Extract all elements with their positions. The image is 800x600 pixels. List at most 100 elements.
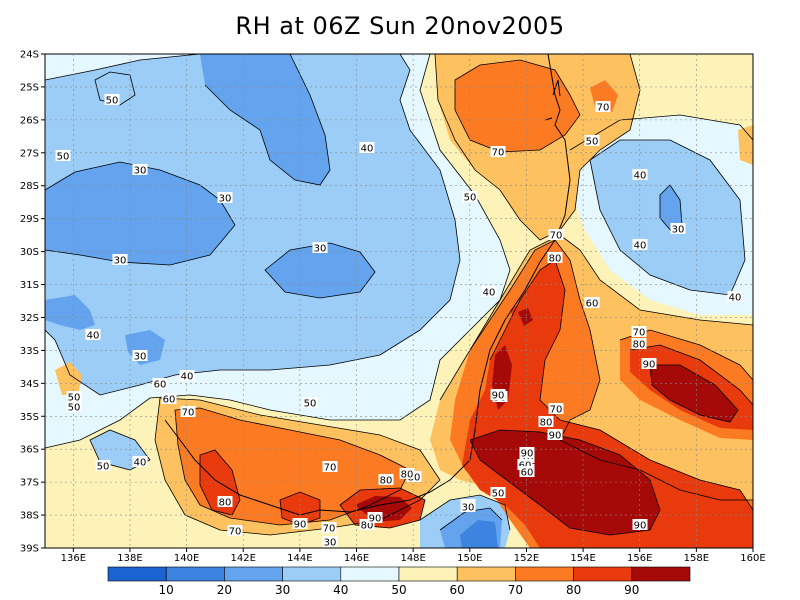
contour-label-bg — [548, 403, 564, 414]
fill-90-center — [470, 430, 660, 535]
contour-label-bg — [66, 391, 82, 402]
contour-label-bg — [490, 487, 506, 498]
contour-label: 50 — [106, 96, 119, 107]
lat-tick-label: 39S — [20, 544, 39, 555]
contour-label: 30 — [462, 503, 475, 514]
colorbar-tick-label: 90 — [624, 583, 639, 597]
lat-tick-label: 28S — [20, 181, 39, 192]
contour-label-bg — [462, 191, 478, 202]
contour-label: 90 — [634, 521, 647, 532]
contour-label: 50 — [68, 403, 81, 414]
contour-label-bg — [292, 518, 308, 529]
contour-label-bg — [632, 169, 648, 180]
contour-label: 40 — [87, 331, 100, 342]
lat-tick-label: 30S — [20, 247, 39, 258]
colorbar-tick-label: 60 — [450, 583, 465, 597]
contour-label: 90 — [294, 520, 307, 531]
contour-label-bg — [312, 242, 328, 253]
colorbar-swatch — [165, 566, 225, 582]
fill-70-80-north — [455, 60, 580, 152]
lon-tick-label: 148E — [400, 553, 425, 564]
colorbar-tick-label: 30 — [275, 583, 290, 597]
contour-label-bg — [632, 519, 648, 530]
contour-label-bg — [217, 192, 233, 203]
lat-tick-label: 34S — [20, 379, 39, 390]
colorbar: 10 20 30 40 50 60 70 80 90 — [107, 566, 691, 597]
lon-tick-label: 152E — [514, 553, 539, 564]
lon-tick-label: 150E — [457, 553, 482, 564]
colorbar-tick-label: 80 — [566, 583, 581, 597]
colorbar-swatch — [282, 566, 342, 582]
contour-label: 60 — [521, 468, 534, 479]
contour-label-bg — [519, 447, 535, 458]
contour-label: 40 — [634, 171, 647, 182]
contour-label: 80 — [219, 498, 232, 509]
contour-label: 90 — [549, 431, 562, 442]
colorbar-swatch — [573, 566, 633, 582]
colorbar-tick-label: 40 — [333, 583, 348, 597]
lon-tick-label: 160E — [740, 553, 765, 564]
contour-lines — [45, 54, 753, 536]
contour-label: 50 — [304, 399, 317, 410]
contour-label-bg — [104, 94, 120, 105]
contour-label-bg — [95, 460, 111, 471]
contour-labels: 5050303040303040304050506070605040508070… — [55, 94, 743, 549]
colorbar-swatch — [631, 566, 691, 582]
contour-label: 40 — [361, 144, 374, 155]
contour-label-bg — [112, 254, 128, 265]
contour-label-bg — [161, 393, 177, 404]
contour-label: 90 — [369, 514, 382, 525]
contour-label-bg — [359, 142, 375, 153]
contour-label: 40 — [483, 288, 496, 299]
contour-label-bg — [85, 329, 101, 340]
contour-label-bg — [727, 291, 743, 302]
contour-label-bg — [322, 461, 338, 472]
contour-label: 70 — [182, 408, 195, 419]
contour-label-bg — [367, 512, 383, 523]
contour-label-bg — [490, 389, 506, 400]
contour-label: 40 — [181, 372, 194, 383]
contour-label-bg — [399, 468, 415, 479]
lon-tick-label: 136E — [61, 553, 86, 564]
contour-label: 70 — [550, 231, 563, 242]
contour-label-bg — [547, 252, 563, 263]
contour-label: 80 — [540, 418, 553, 429]
contour-label: 60 — [154, 380, 167, 391]
lon-tick-label: 138E — [117, 553, 142, 564]
contour-label: 70 — [324, 463, 337, 474]
contour-label-bg — [460, 501, 476, 512]
contour-label: 40 — [134, 458, 147, 469]
contour-label-bg — [670, 223, 686, 234]
contour-label: 80 — [549, 254, 562, 265]
contour-label: 30 — [314, 244, 327, 255]
lon-tick-label: 142E — [231, 553, 256, 564]
contour-label-bg — [180, 406, 196, 417]
contour-label: 30 — [114, 256, 127, 267]
contour-label: 80 — [361, 521, 374, 532]
contour-label-bg — [302, 397, 318, 408]
contour-label-bg — [641, 358, 657, 369]
lon-tick-label: 158E — [684, 553, 709, 564]
colorbar-swatch — [515, 566, 574, 582]
contour-label-bg — [322, 536, 338, 547]
fill-20-30-center — [265, 243, 375, 298]
contour-label: 30 — [134, 166, 147, 177]
lat-tick-label: 38S — [20, 511, 39, 522]
colorbar-swatch — [398, 566, 458, 582]
longitude-axis: 136E 138E 140E 142E 144E 146E 148E 150E 152E 154E… — [61, 548, 766, 564]
fill-80-90-sw2 — [280, 492, 320, 525]
colorbar-tick-label: 70 — [508, 583, 523, 597]
latitude-axis: 24S 25S 26S 27S 28S 29S 30S 31S 32S 33S 34S 35S 36S 3… — [20, 50, 45, 555]
contour-label: 30 — [672, 225, 685, 236]
contour-label: 90 — [643, 360, 656, 371]
contour-label-bg — [55, 150, 71, 161]
contour-label-bg — [66, 401, 82, 412]
colorbar-tick-label: 20 — [217, 583, 232, 597]
contour-label-bg — [132, 164, 148, 175]
lat-tick-label: 24S — [20, 50, 39, 61]
lat-tick-label: 26S — [20, 115, 39, 126]
gridlines — [45, 54, 753, 548]
contour-label-bg — [378, 474, 394, 485]
contour-label: 60 — [586, 299, 599, 310]
contour-label-bg — [132, 350, 148, 361]
